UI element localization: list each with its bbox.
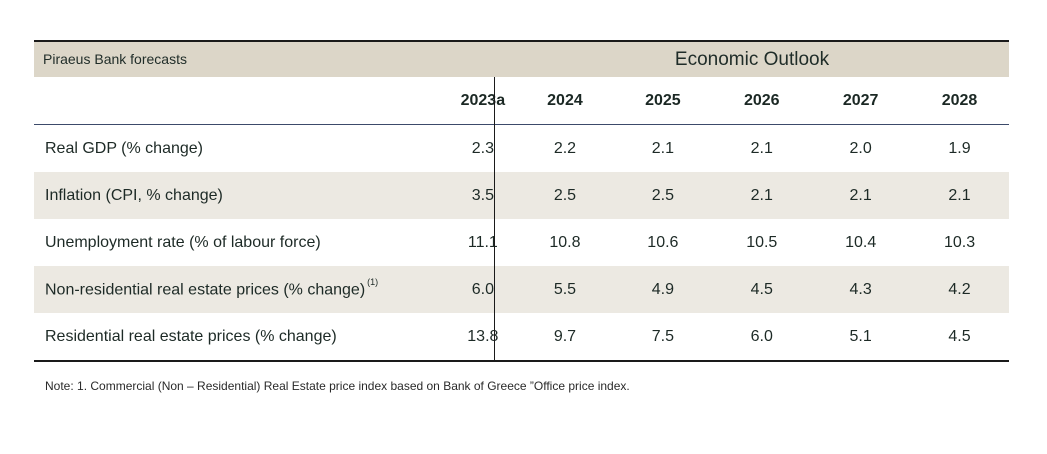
value-cell: 10.4 <box>845 233 877 251</box>
year-header-2025: 2025 <box>645 91 681 109</box>
value-cell: 2.1 <box>849 186 872 204</box>
row-label-text: Non-residential real estate prices (% ch… <box>45 281 366 299</box>
value-cell: 9.7 <box>553 327 577 345</box>
value-cell: 2.1 <box>750 186 773 204</box>
row-label: Real GDP (% change) <box>34 140 449 158</box>
value-cell: 6.0 <box>750 327 773 345</box>
value-cell: 10.5 <box>746 233 778 251</box>
column-divider <box>494 77 495 360</box>
value-cell: 4.5 <box>948 327 971 345</box>
value-cell: 2.5 <box>651 186 674 204</box>
table-row: Unemployment rate (% of labour force) 11.… <box>34 219 1009 266</box>
row-label: Residential real estate prices (% change… <box>34 328 449 346</box>
value-cell: 5.1 <box>849 327 872 345</box>
forecast-table: Piraeus Bank forecasts Economic Outlook … <box>34 40 1009 362</box>
value-cell: 2.0 <box>849 139 872 157</box>
value-cell: 2.1 <box>651 139 674 157</box>
footnote: Note: 1. Commercial (Non – Residential) … <box>45 379 630 393</box>
row-label: Unemployment rate (% of labour force) <box>34 234 449 252</box>
year-header-2026: 2026 <box>743 91 780 109</box>
table-row: Non-residential real estate prices (% ch… <box>34 266 1009 313</box>
value-cell: 10.8 <box>549 233 581 251</box>
table-row: Residential real estate prices (% change… <box>34 313 1009 360</box>
forecasts-source-label: Piraeus Bank forecasts <box>43 51 187 67</box>
table-row: Inflation (CPI, % change) 3.5 2.5 2.5 2.1 2.1… <box>34 172 1009 219</box>
value-cell: 6.0 <box>471 280 494 298</box>
value-cell: 10.3 <box>943 233 976 251</box>
year-header-row: 2023a 2024 2025 2026 2027 2028 <box>34 77 1009 125</box>
value-cell: 10.6 <box>647 233 679 251</box>
value-cell: 4.9 <box>651 280 674 298</box>
row-label-text: Unemployment rate (% of labour force) <box>45 233 321 251</box>
value-cell: 2.5 <box>553 186 577 204</box>
value-cell: 4.5 <box>750 280 773 298</box>
value-cell: 3.5 <box>471 186 494 204</box>
value-cell: 2.1 <box>948 186 971 204</box>
value-cell: 2.1 <box>750 139 773 157</box>
row-label-text: Inflation (CPI, % change) <box>45 186 223 204</box>
value-cell: 4.2 <box>948 280 971 298</box>
year-header-2028: 2028 <box>941 91 978 109</box>
year-header-2023a: 2023a <box>460 91 506 109</box>
table-title-band: Piraeus Bank forecasts Economic Outlook <box>34 42 1009 77</box>
value-cell: 11.1 <box>467 233 498 251</box>
row-label: Inflation (CPI, % change) <box>34 187 449 205</box>
year-header-2027: 2027 <box>842 91 879 109</box>
row-label: Non-residential real estate prices (% ch… <box>34 276 449 299</box>
value-cell: 2.3 <box>471 139 494 157</box>
table-row: Real GDP (% change) 2.3 2.2 2.1 2.1 2.0 1.9 <box>34 125 1009 172</box>
economic-outlook-title: Economic Outlook <box>674 49 830 70</box>
footnote-marker: (1) <box>367 276 379 287</box>
row-label-text: Residential real estate prices (% change… <box>45 327 337 345</box>
year-header-2024: 2024 <box>547 91 583 109</box>
value-cell: 1.9 <box>948 139 971 157</box>
row-label-text: Real GDP (% change) <box>45 139 203 157</box>
value-cell: 4.3 <box>849 280 872 298</box>
value-cell: 7.5 <box>651 327 674 345</box>
value-cell: 5.5 <box>553 280 577 298</box>
value-cell: 2.2 <box>553 139 577 157</box>
value-cell: 13.8 <box>467 327 499 345</box>
